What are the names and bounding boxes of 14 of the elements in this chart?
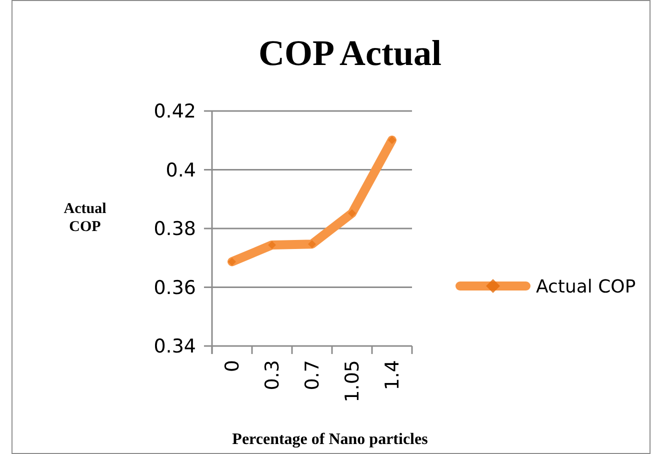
x-axis-title: Percentage of Nano particles	[232, 431, 428, 448]
x-tick-label: 1.05	[342, 360, 364, 402]
x-tick-label: 0.3	[262, 360, 284, 390]
y-tick-label: 0.34	[154, 336, 196, 358]
y-tick-label: 0.36	[154, 276, 196, 299]
x-tick-label: 0	[222, 360, 244, 372]
y-tick-label: 0.4	[166, 159, 196, 182]
y-tick-label: 0.42	[154, 100, 196, 123]
x-tick-label: 1.4	[382, 360, 404, 390]
x-tick-label: 0.7	[302, 360, 324, 390]
legend-label: Actual COP	[536, 276, 636, 298]
y-tick-label: 0.38	[154, 218, 196, 240]
y-axis-title: Actual COP	[64, 201, 106, 235]
chart-title: COP Actual	[258, 33, 442, 73]
